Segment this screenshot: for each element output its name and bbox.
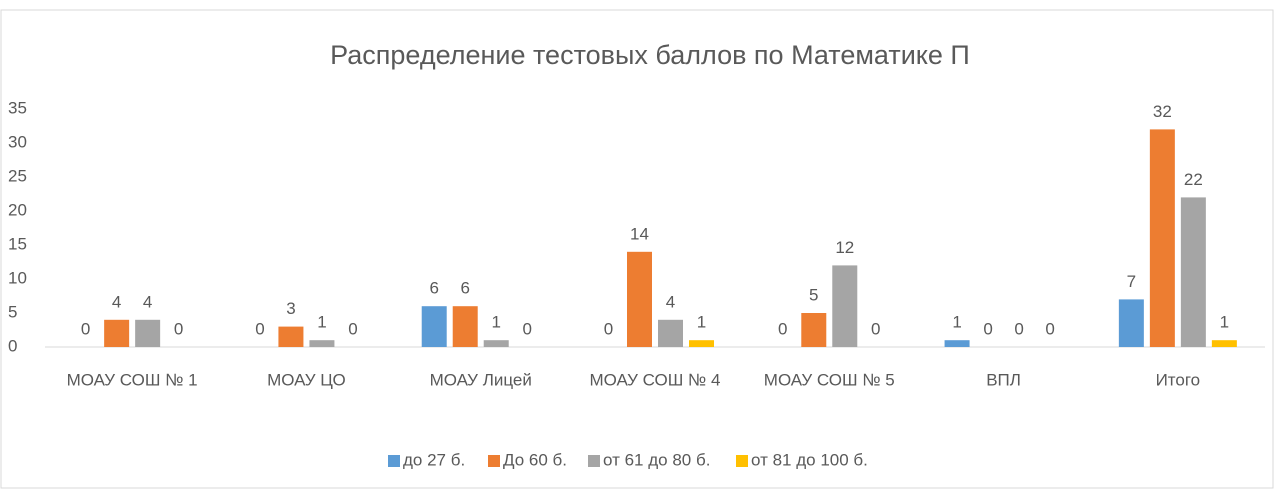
- bar: [278, 326, 304, 347]
- y-tick-label: 20: [8, 200, 27, 219]
- bar: [944, 340, 970, 347]
- data-label: 1: [952, 313, 961, 332]
- legend-swatch: [588, 455, 600, 467]
- bar: [1180, 197, 1206, 347]
- data-label: 32: [1153, 102, 1172, 121]
- data-label: 6: [460, 279, 469, 298]
- y-tick-label: 35: [8, 98, 27, 117]
- bar: [135, 319, 161, 347]
- data-label: 5: [809, 285, 818, 304]
- y-tick-label: 30: [8, 132, 27, 151]
- x-tick-label: МОАУ Лицей: [430, 370, 532, 389]
- legend-swatch: [736, 455, 748, 467]
- bar: [104, 319, 130, 347]
- data-label: 6: [429, 279, 438, 298]
- data-label: 7: [1127, 272, 1136, 291]
- data-label: 22: [1184, 170, 1203, 189]
- bar: [421, 306, 447, 347]
- data-label: 0: [604, 319, 613, 338]
- bar: [689, 340, 714, 347]
- bar: [658, 319, 683, 347]
- y-tick-label: 15: [8, 234, 27, 253]
- data-label: 0: [983, 319, 992, 338]
- data-label: 0: [522, 319, 531, 338]
- bar: [483, 340, 509, 347]
- data-label: 0: [871, 319, 880, 338]
- data-label: 0: [1014, 319, 1023, 338]
- y-tick-label: 25: [8, 166, 27, 185]
- legend-label: от 61 до 80 б.: [603, 450, 710, 469]
- data-label: 1: [317, 313, 326, 332]
- x-tick-label: ВПЛ: [986, 370, 1021, 389]
- bar: [309, 340, 335, 347]
- x-tick-label: МОАУ ЦО: [267, 370, 346, 389]
- data-label: 0: [778, 319, 787, 338]
- x-tick-label: Итого: [1156, 370, 1201, 389]
- data-label: 14: [630, 224, 649, 243]
- y-tick-label: 5: [8, 302, 17, 321]
- data-label: 0: [174, 319, 183, 338]
- bar: [801, 313, 827, 347]
- y-tick-label: 10: [8, 268, 27, 287]
- bar: [1149, 129, 1175, 347]
- data-label: 4: [143, 292, 152, 311]
- legend-swatch: [488, 455, 500, 467]
- y-tick-label: 0: [8, 336, 17, 355]
- legend-swatch: [388, 455, 400, 467]
- legend-label: от 81 до 100 б.: [751, 450, 868, 469]
- bar: [1118, 299, 1144, 347]
- x-tick-label: МОАУ СОШ № 1: [67, 370, 198, 389]
- data-label: 4: [112, 292, 121, 311]
- data-label: 3: [286, 299, 295, 318]
- data-label: 4: [666, 292, 675, 311]
- x-tick-label: МОАУ СОШ № 4: [590, 370, 721, 389]
- chart-title: Распределение тестовых баллов по Математ…: [330, 40, 970, 70]
- data-label: 1: [491, 313, 500, 332]
- data-label: 0: [1045, 319, 1054, 338]
- data-label: 12: [835, 238, 854, 257]
- data-label: 1: [697, 313, 706, 332]
- x-tick-label: МОАУ СОШ № 5: [764, 370, 895, 389]
- data-label: 0: [348, 319, 357, 338]
- bar: [452, 306, 478, 347]
- data-label: 0: [81, 319, 90, 338]
- legend-label: до 27 б.: [403, 450, 465, 469]
- data-label: 1: [1220, 313, 1229, 332]
- data-label: 0: [255, 319, 264, 338]
- chart-border: [0, 9, 1274, 489]
- bar: [1211, 340, 1237, 347]
- bar: [832, 265, 858, 347]
- legend-label: До 60 б.: [503, 450, 567, 469]
- bar: [627, 251, 652, 347]
